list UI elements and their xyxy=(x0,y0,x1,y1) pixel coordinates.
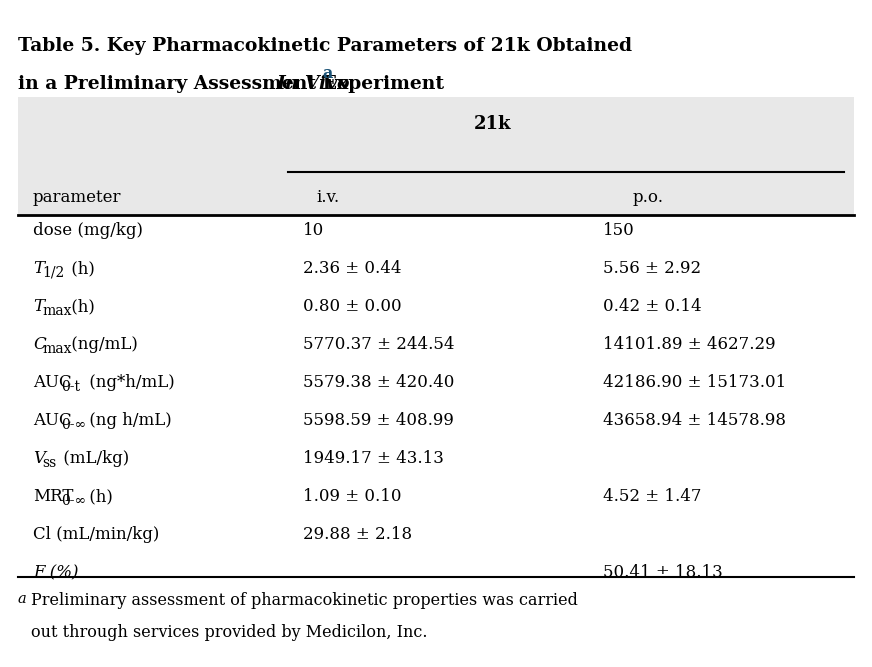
Text: 0-∞: 0-∞ xyxy=(61,418,86,432)
Text: (ng h/mL): (ng h/mL) xyxy=(85,412,173,429)
Text: in a Preliminary Assessment Experiment: in a Preliminary Assessment Experiment xyxy=(18,75,451,93)
Text: V: V xyxy=(33,450,45,467)
Text: Preliminary assessment of pharmacokinetic properties was carried out through ser: Preliminary assessment of pharmacokineti… xyxy=(0,666,1,667)
Text: 50.41 ± 18.13: 50.41 ± 18.13 xyxy=(603,564,723,581)
Text: 29.88 ± 2.18: 29.88 ± 2.18 xyxy=(303,526,412,543)
Text: (h): (h) xyxy=(65,298,95,315)
FancyBboxPatch shape xyxy=(18,177,854,217)
Text: In Vivo: In Vivo xyxy=(276,75,350,93)
Text: 0.80 ± 0.00: 0.80 ± 0.00 xyxy=(303,298,402,315)
Text: 21k: 21k xyxy=(474,115,512,133)
FancyBboxPatch shape xyxy=(18,97,854,177)
Text: 5579.38 ± 420.40: 5579.38 ± 420.40 xyxy=(303,374,454,391)
Text: (h): (h) xyxy=(65,260,95,277)
Text: 4.52 ± 1.47: 4.52 ± 1.47 xyxy=(603,488,701,505)
Text: p.o.: p.o. xyxy=(632,189,664,206)
Text: max: max xyxy=(43,342,72,356)
Text: (mL/kg): (mL/kg) xyxy=(58,450,129,467)
Text: 0.42 ± 0.14: 0.42 ± 0.14 xyxy=(603,298,702,315)
Text: T: T xyxy=(33,260,44,277)
Text: i.v.: i.v. xyxy=(317,189,339,206)
Text: dose (mg/kg): dose (mg/kg) xyxy=(33,222,143,239)
Text: 42186.90 ± 15173.01: 42186.90 ± 15173.01 xyxy=(603,374,787,391)
Text: parameter: parameter xyxy=(33,189,121,206)
Text: max: max xyxy=(43,304,72,318)
Text: 1.09 ± 0.10: 1.09 ± 0.10 xyxy=(303,488,401,505)
Text: 1/2: 1/2 xyxy=(43,266,65,280)
Text: C: C xyxy=(33,336,45,353)
Text: (h): (h) xyxy=(85,488,113,505)
Text: MRT: MRT xyxy=(33,488,73,505)
Text: 1949.17 ± 43.13: 1949.17 ± 43.13 xyxy=(303,450,444,467)
Text: Table 5. Key Pharmacokinetic Parameters of 21k Obtained: Table 5. Key Pharmacokinetic Parameters … xyxy=(18,37,632,55)
Text: 2.36 ± 0.44: 2.36 ± 0.44 xyxy=(303,260,401,277)
Text: 5770.37 ± 244.54: 5770.37 ± 244.54 xyxy=(303,336,454,353)
Text: 0-∞: 0-∞ xyxy=(61,494,86,508)
Text: out through services provided by Medicilon, Inc.: out through services provided by Medicil… xyxy=(31,624,427,641)
Text: a: a xyxy=(323,65,333,82)
Text: AUC: AUC xyxy=(33,412,72,429)
Text: AUC: AUC xyxy=(33,374,72,391)
Text: 10: 10 xyxy=(303,222,324,239)
Text: 5598.59 ± 408.99: 5598.59 ± 408.99 xyxy=(303,412,453,429)
Text: 0-t: 0-t xyxy=(61,380,80,394)
Text: T: T xyxy=(33,298,44,315)
Text: a: a xyxy=(18,592,27,606)
Text: 14101.89 ± 4627.29: 14101.89 ± 4627.29 xyxy=(603,336,775,353)
Text: F (%): F (%) xyxy=(33,564,78,581)
Text: 5.56 ± 2.92: 5.56 ± 2.92 xyxy=(603,260,701,277)
Text: 150: 150 xyxy=(603,222,635,239)
Text: 43658.94 ± 14578.98: 43658.94 ± 14578.98 xyxy=(603,412,786,429)
Text: Preliminary assessment of pharmacokinetic properties was carried: Preliminary assessment of pharmacokineti… xyxy=(31,592,578,609)
Text: ss: ss xyxy=(43,456,57,470)
Text: (ng*h/mL): (ng*h/mL) xyxy=(85,374,175,391)
Text: Cl (mL/min/kg): Cl (mL/min/kg) xyxy=(33,526,160,543)
Text: (ng/mL): (ng/mL) xyxy=(65,336,138,353)
